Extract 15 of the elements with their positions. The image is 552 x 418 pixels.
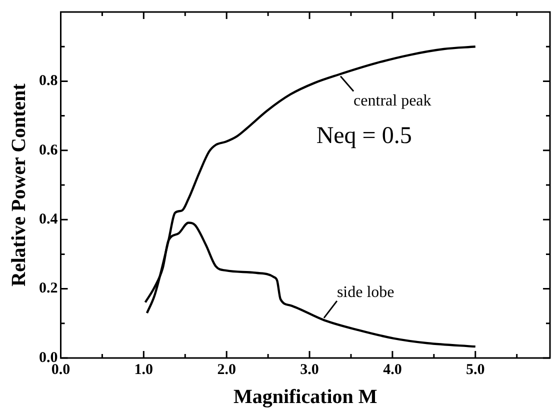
y-tick-label: 0.6 (39, 142, 58, 158)
y-tick-label: 0.2 (39, 280, 58, 297)
y-tick-label: 0.8 (39, 73, 58, 90)
x-tick-label: 0.0 (51, 362, 70, 378)
x-tick-label: 2.0 (217, 362, 236, 378)
annotation: central peak (354, 92, 432, 110)
y-axis-title: Relative Power Content (8, 83, 30, 286)
annotation: side lobe (336, 284, 394, 302)
x-axis-title: Magnification M (233, 386, 378, 408)
x-tick-label: 3.0 (300, 362, 319, 378)
x-tick-label: 1.0 (134, 362, 154, 378)
annotation: Neq = 0.5 (316, 122, 412, 149)
x-tick-label: 4.0 (383, 362, 402, 378)
x-tick-label: 5.0 (466, 362, 485, 378)
y-tick-label: 0.4 (39, 211, 58, 228)
